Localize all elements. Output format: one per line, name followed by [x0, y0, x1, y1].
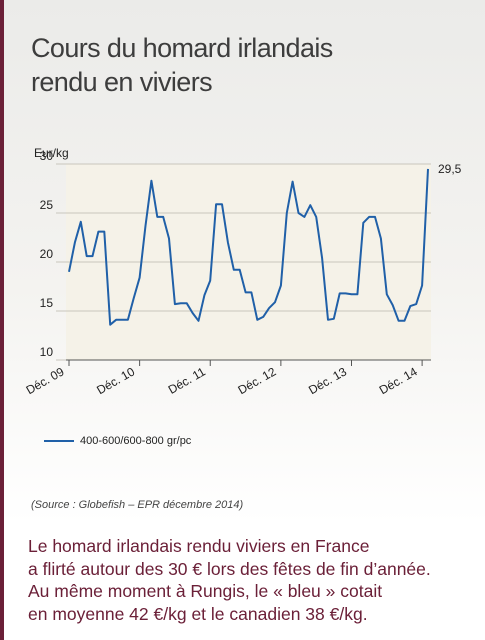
- caption-line-2: a flirté autour des 30 € lors des fêtes …: [28, 558, 431, 579]
- x-tick-label: Déc. 12: [236, 364, 279, 397]
- chart-title-line-2: rendu en viviers: [31, 67, 213, 97]
- end-value-label: 29,5: [438, 162, 462, 176]
- x-tick-label: Déc. 13: [306, 364, 349, 397]
- y-tick-label: 20: [40, 247, 54, 261]
- caption-text: Le homard irlandais rendu viviers en Fra…: [28, 535, 478, 625]
- x-tick-label: Déc. 11: [166, 364, 208, 397]
- caption-line-1: Le homard irlandais rendu viviers en Fra…: [28, 536, 370, 556]
- y-axis-unit-label: Eur/kg: [34, 146, 69, 160]
- legend-line-swatch: [44, 440, 74, 442]
- x-tick-label: Déc. 10: [94, 364, 137, 397]
- chart-legend: 400-600/600-800 gr/pc: [44, 435, 191, 447]
- y-tick-label: 15: [40, 296, 54, 310]
- y-tick-label: 25: [40, 198, 54, 212]
- x-tick-label: Déc. 09: [24, 364, 67, 397]
- line-chart: 10 15 20 25 30 Déc. 09 Déc. 10 Déc. 11 Déc. 12 Dé…: [24, 149, 462, 397]
- series-line: [68, 168, 429, 326]
- y-tick-label: 30: [40, 149, 54, 163]
- x-tick-label: Déc. 14: [377, 364, 420, 397]
- legend-label: 400-600/600-800 gr/pc: [80, 435, 192, 447]
- left-accent-rule: [0, 0, 4, 640]
- caption-line-4: en moyenne 42 €/kg et le canadien 38 €/k…: [28, 603, 368, 624]
- y-tick-label: 10: [40, 345, 54, 359]
- source-note: (Source : Globefish – EPR décembre 2014): [31, 499, 244, 511]
- caption-line-3: Au même moment à Rungis, le « bleu » cot…: [28, 581, 383, 601]
- chart-title: Cours du homard irlandais rendu en vivie…: [31, 31, 471, 99]
- chart-title-line-1: Cours du homard irlandais: [31, 33, 333, 63]
